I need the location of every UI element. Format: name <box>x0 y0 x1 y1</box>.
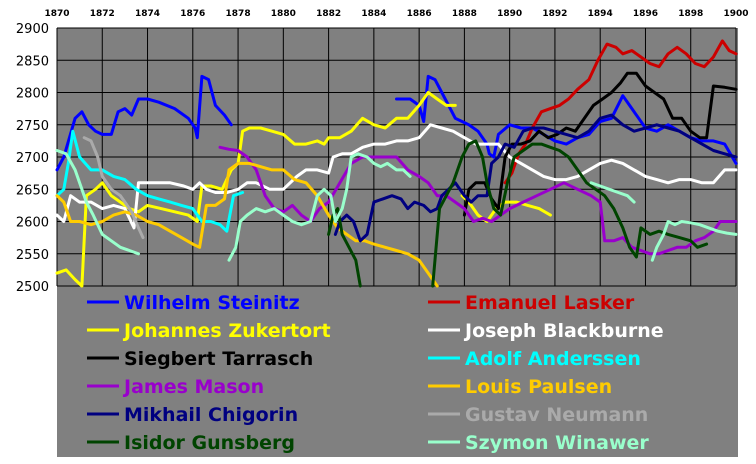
x-tick-label: 1892 <box>542 9 567 19</box>
legend-label-isidor-gunsberg: Isidor Gunsberg <box>124 432 295 454</box>
x-tick-label: 1878 <box>226 9 251 19</box>
series-line-szymon-winawer <box>589 181 636 204</box>
series-line-gustav-neumann <box>82 136 145 240</box>
x-tick-label: 1886 <box>407 9 432 19</box>
legend-label-joseph-blackburne: Joseph Blackburne <box>463 320 664 342</box>
x-tick-label: 1896 <box>633 9 658 19</box>
x-tick-label: 1872 <box>90 9 115 19</box>
series-line-szymon-winawer <box>55 149 140 256</box>
legend-label-louis-paulsen: Louis Paulsen <box>465 376 612 398</box>
series-line-johannes-zukertort <box>55 91 457 288</box>
y-tick-label: 2850 <box>16 54 49 69</box>
series-line-adolf-anderssen <box>55 129 245 233</box>
legend-label-szymon-winawer: Szymon Winawer <box>465 432 649 454</box>
y-tick-label: 2700 <box>16 151 49 166</box>
series-line-louis-paulsen <box>55 161 439 288</box>
series-line-joseph-blackburne <box>55 123 738 230</box>
x-tick-label: 1870 <box>44 9 69 19</box>
series-line-siegbert-tarrasch <box>462 71 738 217</box>
series-line-mikhail-chigorin <box>333 113 738 243</box>
series-line-johannes-zukertort <box>460 194 552 223</box>
y-tick-label: 2800 <box>16 87 49 102</box>
x-tick-label: 1882 <box>316 9 341 19</box>
y-tick-label: 2900 <box>16 22 49 37</box>
series-line-szymon-winawer <box>227 152 412 262</box>
x-axis-ticks: 1870 1872 1874 1876 1878 1880 1882 1884 1886 1888… <box>44 9 748 19</box>
series-line-szymon-winawer <box>650 220 738 262</box>
y-tick-label: 2750 <box>16 119 49 134</box>
x-tick-label: 1894 <box>588 9 613 19</box>
legend-label-adolf-anderssen: Adolf Anderssen <box>465 348 641 370</box>
x-tick-label: 1898 <box>678 9 703 19</box>
legend-label-wilhelm-steinitz: Wilhelm Steinitz <box>124 292 300 314</box>
y-axis-ticks: 2500 2550 2600 2650 2700 2750 2800 2850 2900 <box>16 22 49 295</box>
series-line-isidor-gunsberg <box>431 139 709 288</box>
legend-label-siegbert-tarrasch: Siegbert Tarrasch <box>124 348 313 370</box>
y-tick-label: 2600 <box>16 216 49 231</box>
x-tick-label: 1874 <box>135 9 160 19</box>
x-tick-label: 1888 <box>452 9 477 19</box>
y-tick-label: 2650 <box>16 183 49 198</box>
y-tick-label: 2500 <box>16 280 49 295</box>
x-tick-label: 1900 <box>723 9 748 19</box>
legend-label-emanuel-lasker: Emanuel Lasker <box>465 292 635 314</box>
x-tick-label: 1880 <box>271 9 296 19</box>
legend-label-james-mason: James Mason <box>122 376 264 398</box>
legend-label-johannes-zukertort: Johannes Zukertort <box>122 320 331 342</box>
legend: Wilhelm Steinitz Emanuel Lasker Johannes Z… <box>87 292 664 454</box>
y-tick-label: 2550 <box>16 248 49 263</box>
x-tick-label: 1890 <box>497 9 522 19</box>
series-line-wilhelm-steinitz <box>55 74 233 172</box>
x-tick-label: 1884 <box>361 9 386 19</box>
series-line-james-mason <box>218 145 738 256</box>
legend-label-gustav-neumann: Gustav Neumann <box>465 404 648 426</box>
x-tick-label: 1876 <box>180 9 205 19</box>
legend-label-mikhail-chigorin: Mikhail Chigorin <box>124 404 298 426</box>
series-line-emanuel-lasker <box>503 39 738 185</box>
series-lines <box>55 39 738 288</box>
